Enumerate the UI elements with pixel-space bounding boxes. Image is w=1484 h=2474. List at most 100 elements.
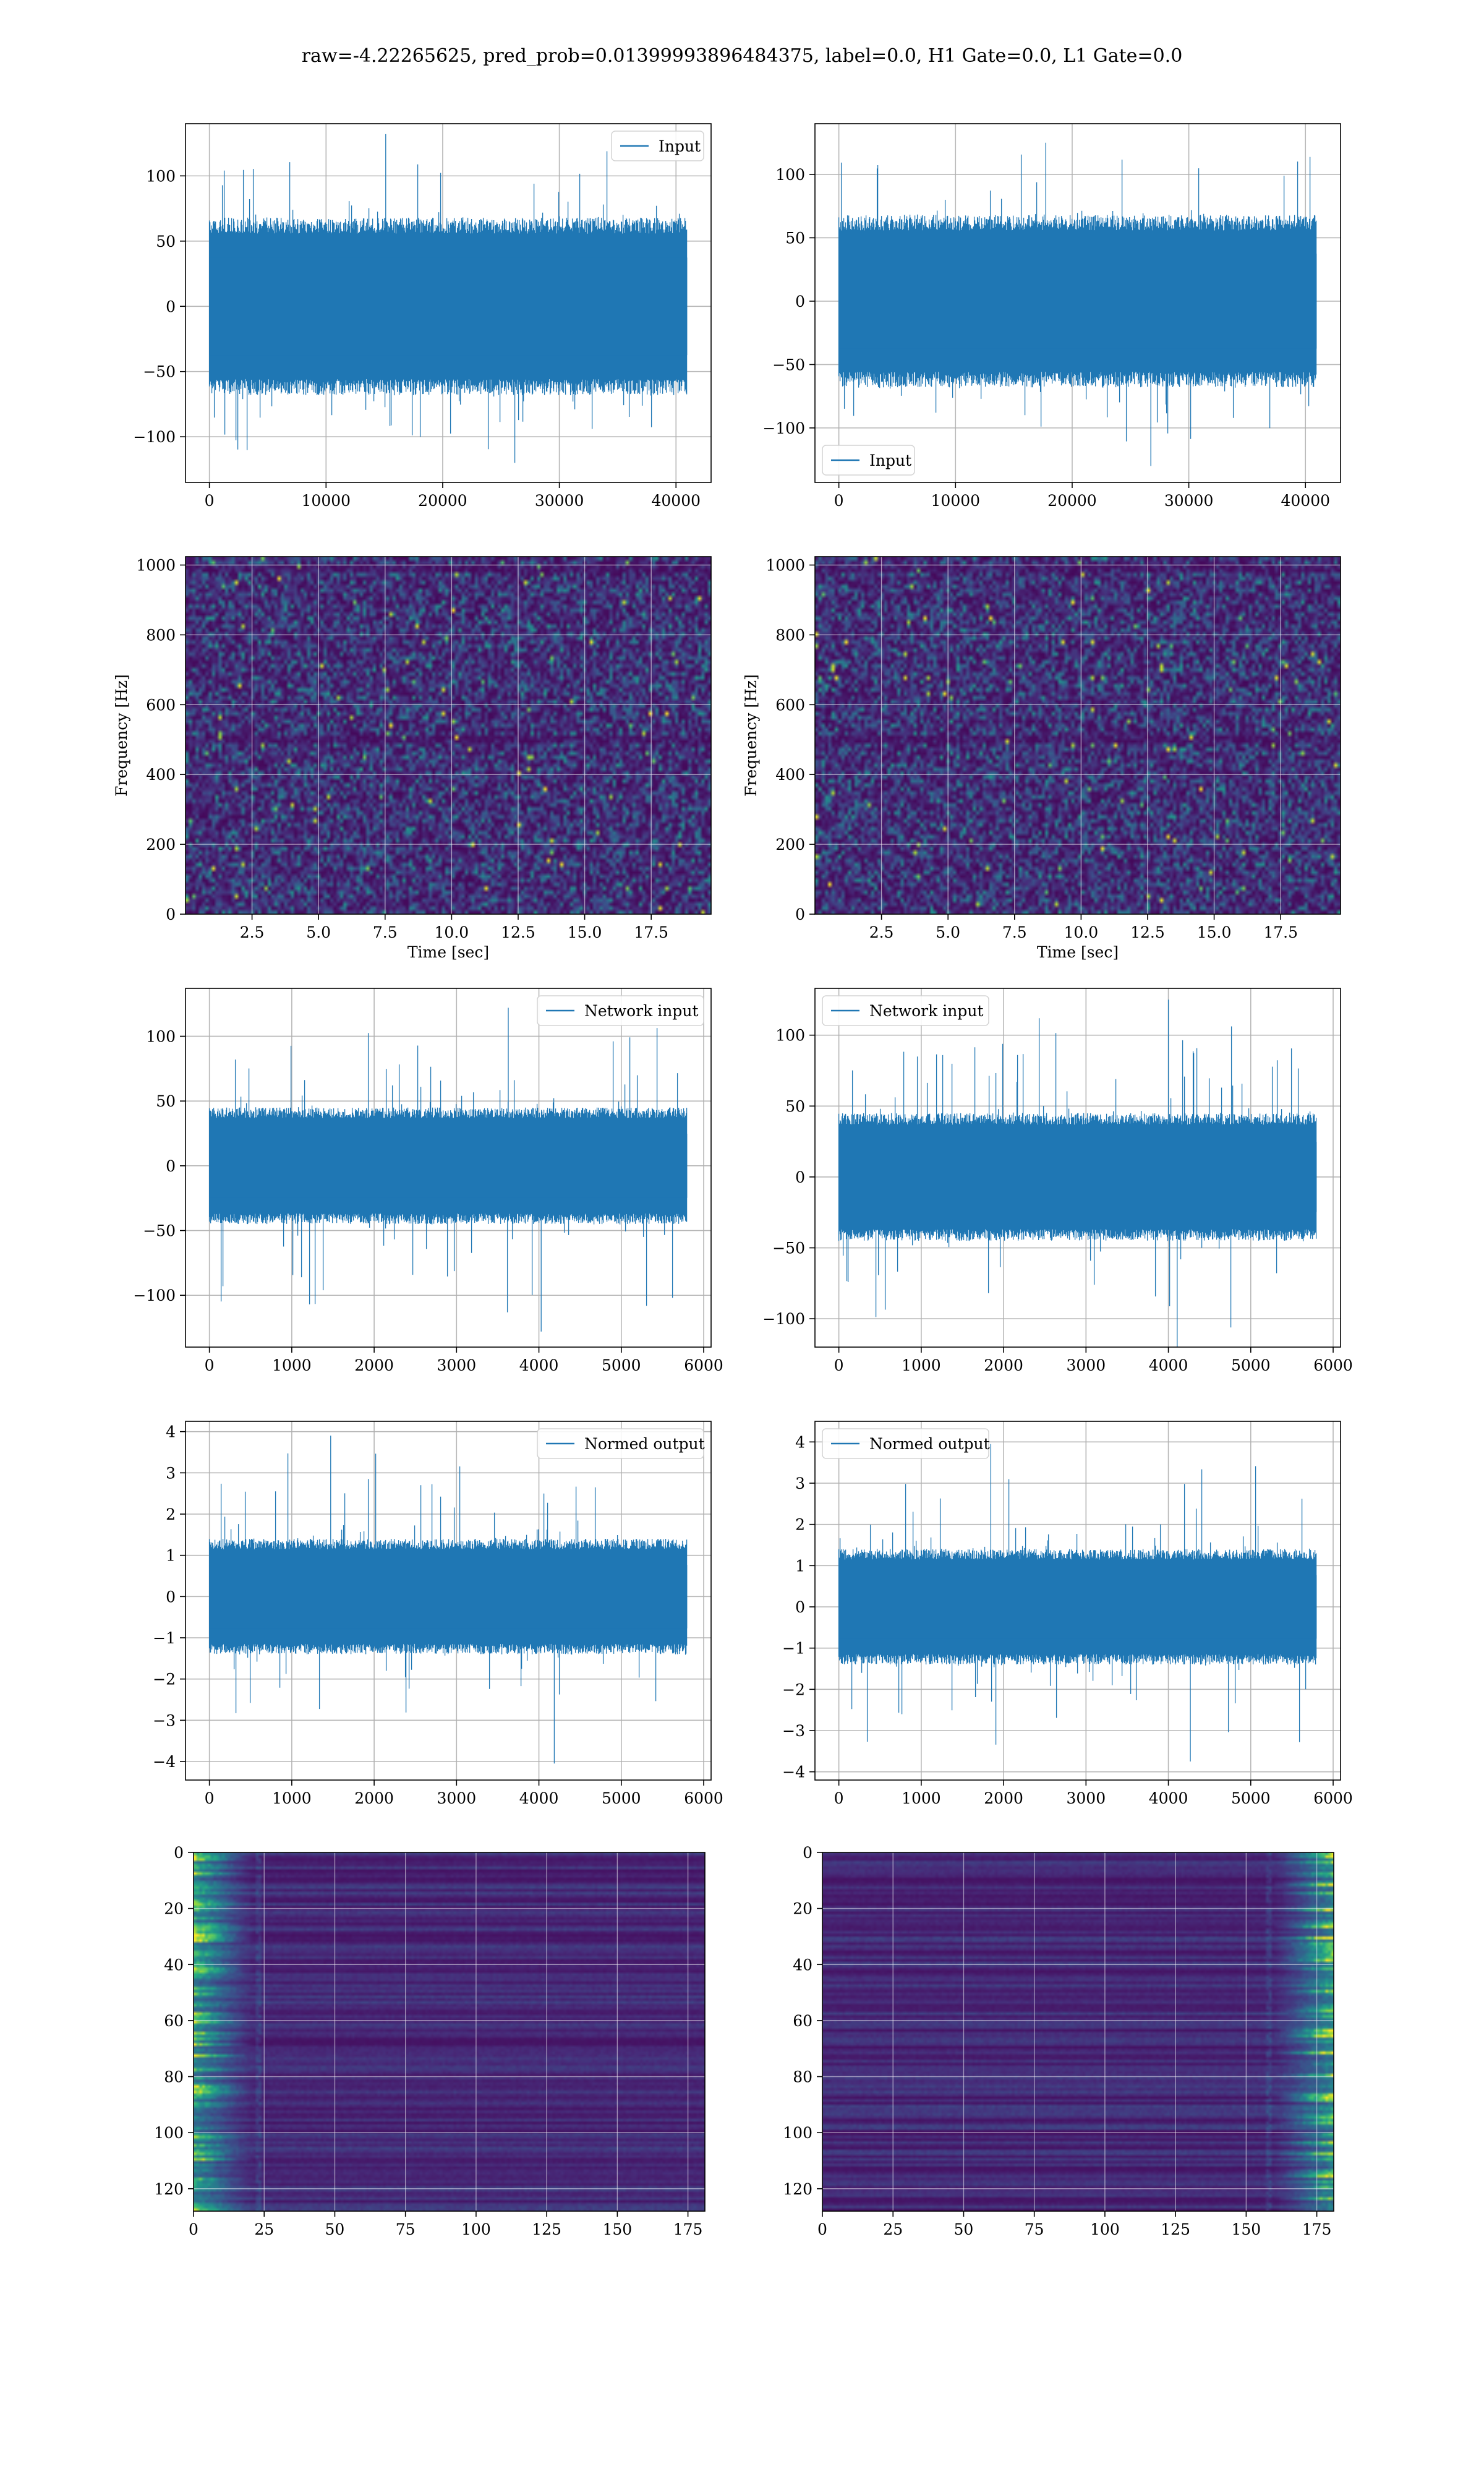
x-tick-label: 6000: [684, 1789, 723, 1807]
x-tick-label: 0: [834, 492, 844, 510]
legend: Normed output: [822, 1428, 990, 1459]
y-axis-label: Frequency [Hz]: [113, 674, 130, 797]
panel-spec-l1: 2.5 5.0 7.5 10.0 12.5 15.0 17.5 0 200 400 600 800 10…: [742, 556, 1341, 961]
y-tick-label: 0: [795, 905, 805, 923]
y-tick-label: 800: [775, 626, 805, 644]
y-tick-label: 3: [166, 1464, 176, 1482]
x-tick-label: 2000: [984, 1356, 1023, 1374]
y-tick-label: −3: [782, 1722, 805, 1740]
y-tick-label: 50: [785, 1097, 805, 1115]
x-tick-label: 4000: [519, 1789, 559, 1807]
legend-label: Network input: [584, 1002, 698, 1020]
x-tick-label: 25: [883, 2220, 903, 2238]
x-tick-label: 4000: [1149, 1789, 1188, 1807]
x-tick-label: 5000: [1231, 1789, 1271, 1807]
y-tick-label: 4: [795, 1433, 805, 1451]
y-tick-label: 2: [795, 1516, 805, 1534]
legend-label: Input: [659, 137, 701, 155]
y-tick-label: 100: [775, 1027, 805, 1045]
x-tick-label: 20000: [418, 492, 467, 510]
x-tick-label: 175: [673, 2220, 703, 2238]
x-tick-label: 0: [205, 1356, 215, 1374]
x-tick-label: 3000: [1067, 1356, 1106, 1374]
y-tick-label: −100: [762, 1310, 805, 1328]
x-tick-label: 40000: [1281, 492, 1330, 510]
panel-input-h1: 0 10000 20000 30000 40000 −100 −50 0 50 100 Input: [133, 123, 712, 510]
y-tick-label: −4: [782, 1763, 805, 1781]
y-tick-label: 0: [166, 297, 176, 315]
y-tick-label: 80: [164, 2068, 184, 2086]
x-tick-label: 1000: [902, 1356, 941, 1374]
figure-suptitle: raw=-4.22265625, pred_prob=0.01399993896…: [302, 45, 1183, 67]
y-tick-label: 120: [154, 2180, 184, 2198]
legend: Network input: [537, 995, 704, 1026]
x-tick-label: 2000: [984, 1789, 1023, 1807]
y-tick-label: −3: [153, 1711, 176, 1729]
x-tick-label: 1000: [272, 1356, 312, 1374]
legend: Network input: [822, 995, 989, 1026]
x-tick-label: 12.5: [1130, 923, 1165, 941]
x-tick-label: 15.0: [568, 923, 602, 941]
panel-feat-h1: 0 25 50 75 100 125 150 175 0 20 40 60 80 100 120: [154, 1844, 706, 2238]
x-tick-label: 6000: [1313, 1789, 1353, 1807]
x-tick-label: 0: [189, 2220, 198, 2238]
y-tick-label: 0: [803, 1844, 812, 1862]
y-axis-label: Frequency [Hz]: [742, 674, 760, 797]
y-tick-label: −50: [772, 1239, 805, 1257]
y-tick-label: 2: [166, 1505, 176, 1523]
x-tick-label: 2.5: [869, 923, 894, 941]
x-tick-label: 100: [461, 2220, 491, 2238]
x-tick-label: 10000: [931, 492, 981, 510]
x-tick-label: 75: [1025, 2220, 1044, 2238]
y-tick-label: 1: [166, 1547, 176, 1565]
legend-label: Normed output: [584, 1435, 705, 1453]
x-tick-label: 30000: [1164, 492, 1214, 510]
y-tick-label: 0: [795, 1168, 805, 1186]
y-tick-label: −1: [153, 1629, 176, 1647]
y-tick-label: 0: [166, 1588, 176, 1606]
y-tick-label: 20: [793, 1900, 812, 1918]
x-axis-label: Time [sec]: [407, 943, 489, 961]
y-tick-label: 40: [793, 1956, 812, 1974]
x-tick-label: 0: [205, 492, 215, 510]
legend: Normed output: [537, 1428, 705, 1459]
x-tick-label: 1000: [902, 1789, 941, 1807]
x-tick-label: 25: [254, 2220, 274, 2238]
x-tick-label: 0: [205, 1789, 215, 1807]
panel-input-l1: 0 10000 20000 30000 40000 −100 −50 0 50 100 Input: [762, 123, 1341, 510]
y-tick-label: 1: [795, 1557, 805, 1575]
y-tick-label: −4: [153, 1753, 176, 1771]
x-tick-label: 15.0: [1197, 923, 1232, 941]
legend: Input: [611, 131, 704, 161]
x-tick-label: 10000: [302, 492, 351, 510]
y-tick-label: −50: [143, 363, 176, 381]
y-tick-label: −50: [143, 1222, 176, 1240]
x-tick-label: 3000: [1067, 1789, 1106, 1807]
legend-label: Input: [869, 452, 911, 469]
series-core: [209, 257, 688, 356]
x-tick-label: 5000: [602, 1356, 641, 1374]
x-axis-label: Time [sec]: [1037, 943, 1119, 961]
y-tick-label: −100: [762, 419, 805, 437]
x-tick-label: 3000: [437, 1356, 477, 1374]
x-tick-label: 20000: [1047, 492, 1097, 510]
y-tick-label: 1000: [136, 557, 176, 575]
x-tick-label: 6000: [684, 1356, 723, 1374]
x-tick-label: 5.0: [306, 923, 331, 941]
panel-norm-l1: 0 1000 2000 3000 4000 5000 6000 −4 −3 −2 −1 0 1 2 3 4 No…: [782, 1421, 1353, 1807]
y-tick-label: 600: [146, 696, 176, 714]
y-tick-label: 50: [156, 233, 176, 250]
y-tick-label: 50: [156, 1092, 176, 1110]
x-tick-label: 150: [1231, 2220, 1261, 2238]
y-tick-label: 100: [146, 1027, 176, 1045]
x-tick-label: 1000: [272, 1789, 312, 1807]
series-core: [838, 254, 1317, 349]
y-tick-label: 100: [783, 2124, 812, 2142]
x-tick-label: 17.5: [1263, 923, 1298, 941]
y-tick-label: 3: [795, 1475, 805, 1492]
y-tick-label: 400: [146, 766, 176, 784]
y-tick-label: −2: [782, 1680, 805, 1698]
x-tick-label: 50: [954, 2220, 974, 2238]
y-tick-label: 4: [166, 1423, 176, 1441]
